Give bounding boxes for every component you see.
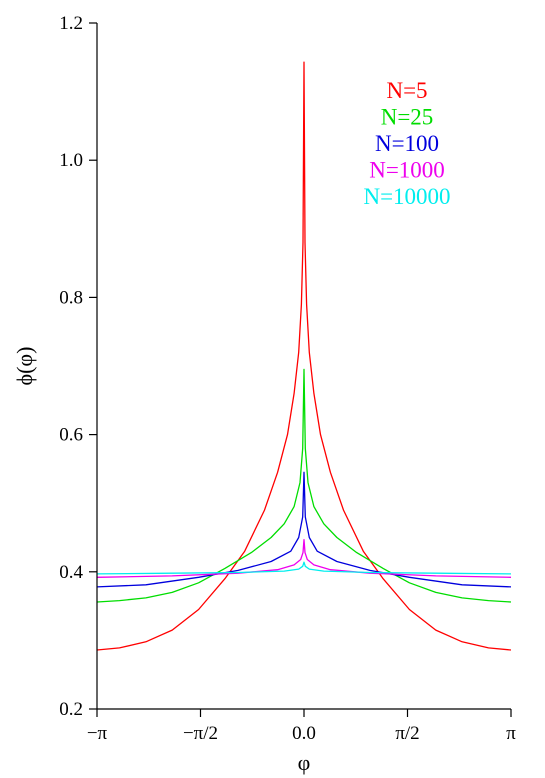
- y-tick-label: 0.4: [59, 562, 83, 583]
- x-tick-label: −π/2: [183, 723, 218, 744]
- x-axis-label: φ: [298, 750, 311, 775]
- x-tick-label: −π: [87, 723, 108, 744]
- y-tick-label: 0.6: [59, 425, 83, 446]
- series-line-n-5: [96, 61, 512, 651]
- y-tick-label: 0.8: [59, 287, 83, 308]
- y-tick-label: 0.2: [59, 699, 83, 720]
- x-tick-label: 0.0: [292, 723, 316, 744]
- series-line-n-25: [96, 368, 512, 603]
- legend-entry: N=10000: [363, 184, 450, 209]
- series-line-n-100: [96, 471, 512, 588]
- series-layer: [96, 61, 512, 651]
- series-line-n-10000: [96, 561, 512, 575]
- legend-entry: N=1000: [369, 158, 445, 183]
- axes: 0.2 0.4 0.6 0.8 1.0 1.2 −π −π/2 0.0 π/2 π: [59, 13, 516, 744]
- x-tick-label: π: [506, 723, 516, 744]
- legend-entry: N=100: [375, 131, 439, 156]
- legend-entry: N=25: [381, 105, 434, 130]
- x-tick-label: π/2: [395, 723, 419, 744]
- series-line-n-1000: [96, 538, 512, 578]
- y-tick-label: 1.2: [59, 13, 83, 34]
- legend-entry: N=5: [386, 78, 427, 103]
- y-tick-label: 1.0: [59, 150, 83, 171]
- y-axis-label: ϕ(φ): [12, 347, 37, 386]
